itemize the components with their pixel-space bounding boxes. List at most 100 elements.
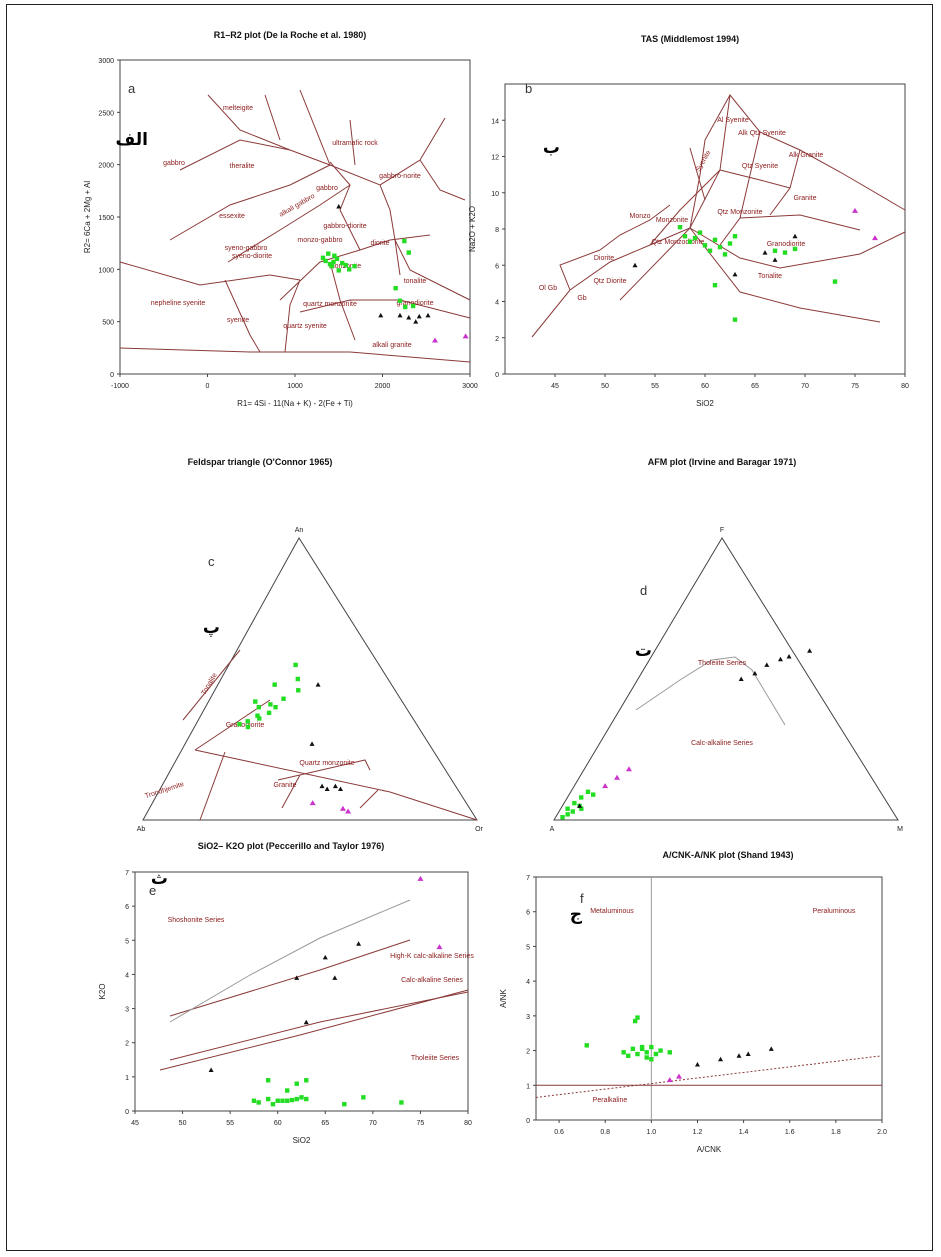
field-label-b: Monzonite: [656, 217, 688, 224]
field-boundary-a: [284, 279, 301, 353]
data-point-f: [635, 1051, 640, 1057]
data-point-b: [702, 243, 708, 248]
field-boundary-b: [619, 227, 691, 301]
field-label-a: gabbro: [163, 160, 185, 167]
field-boundary-a: [329, 261, 356, 341]
field-label-c: Trondhjemite: [144, 781, 185, 800]
persian-label-f: ج: [570, 905, 583, 925]
boundary-curve-d: [635, 656, 786, 726]
plot-area-e: [134, 871, 469, 1112]
data-point-a: [406, 314, 412, 320]
data-point-b: [727, 241, 733, 246]
data-point-f: [644, 1050, 649, 1055]
data-point-d: [625, 766, 632, 772]
corner-label-c: Ab: [137, 826, 146, 833]
data-point-c: [272, 682, 277, 687]
data-point-b: [682, 234, 688, 239]
data-point-e: [275, 1098, 280, 1103]
y-tick-label-a: 1000: [98, 267, 114, 274]
x-tick-label-e: 60: [274, 1120, 282, 1127]
field-boundary-a: [227, 184, 351, 263]
field-label-a: gabbro-norite: [379, 173, 421, 180]
data-point-a: [413, 319, 419, 324]
field-label-f: Peralkaline: [593, 1097, 628, 1104]
field-boundary-a: [119, 261, 301, 286]
y-tick-label-e: 7: [125, 870, 129, 877]
data-point-a: [331, 259, 336, 265]
data-point-b: [792, 233, 798, 239]
x-tick-label-f: 0.8: [600, 1129, 610, 1136]
data-point-d: [560, 814, 565, 820]
field-boundary-a: [379, 184, 401, 276]
data-point-b: [832, 279, 838, 284]
data-point-b: [632, 262, 638, 268]
chart-title-c: Feldspar triangle (O'Connor 1965): [188, 457, 333, 467]
data-point-d: [602, 783, 609, 789]
field-boundary-c: [199, 751, 226, 821]
y-axis-label-a: R2= 6Ca + 2Mg + Al: [83, 181, 92, 253]
figure-frame: [6, 4, 933, 1251]
data-point-a: [402, 238, 407, 244]
field-label-a: ultramafic rock: [332, 140, 378, 147]
field-boundary-c: [277, 759, 371, 781]
panel-letter-b: b: [525, 81, 532, 96]
data-point-b: [707, 248, 713, 253]
ternary-frame-d: [553, 537, 899, 821]
field-boundary-b: [531, 93, 906, 338]
data-point-d: [777, 656, 783, 662]
ternary-frame-c: [142, 537, 478, 821]
field-label-b: Diorite: [594, 255, 614, 262]
x-tick-label-a: 3000: [462, 383, 478, 390]
field-boundary-c: [194, 749, 478, 821]
data-point-f: [666, 1077, 673, 1083]
data-point-b: [852, 207, 858, 213]
data-point-e: [294, 1081, 299, 1086]
y-tick-label-a: 500: [102, 320, 114, 327]
persian-label-a: الف: [116, 130, 148, 150]
x-tick-label-b: 65: [751, 383, 759, 390]
plot-area-b: [504, 83, 906, 375]
field-label-b: Qtz Syenite: [742, 163, 778, 170]
field-boundary-b: [689, 147, 706, 201]
persian-label-d: ت: [635, 641, 652, 661]
data-point-c: [293, 662, 298, 668]
x-tick-label-f: 1.2: [693, 1129, 703, 1136]
y-tick-label-b: 8: [495, 227, 499, 234]
chart-title-e: SiO2– K2O plot (Peccerillo and Taylor 19…: [198, 841, 384, 851]
data-point-b: [872, 235, 878, 241]
y-tick-label-b: 4: [495, 300, 499, 307]
data-point-c: [255, 713, 260, 718]
persian-label-c: پ: [203, 618, 220, 638]
chart-title-a: R1–R2 plot (De la Roche et al. 1980): [214, 30, 367, 40]
data-point-e: [285, 1098, 290, 1103]
field-label-f: Peraluminous: [813, 908, 856, 915]
y-tick-label-a: 3000: [98, 58, 114, 65]
data-point-f: [736, 1053, 742, 1058]
data-point-f: [658, 1048, 663, 1053]
field-boundary-b: [719, 169, 791, 189]
y-tick-label-e: 0: [125, 1109, 129, 1116]
data-point-e: [251, 1098, 257, 1103]
data-point-a: [406, 250, 411, 255]
panel-letter-c: c: [208, 554, 215, 569]
chart-title-f: A/CNK-A/NK plot (Shand 1943): [662, 850, 793, 860]
field-label-d: Calc-alkaline Series: [691, 740, 753, 747]
corner-label-d: A: [550, 826, 555, 833]
x-tick-label-f: 1.4: [739, 1129, 749, 1136]
data-point-c: [345, 808, 352, 814]
data-point-b: [717, 244, 723, 250]
panel-letter-f: f: [580, 891, 584, 906]
x-tick-label-a: 2000: [375, 383, 391, 390]
corner-label-c: Or: [475, 826, 483, 833]
data-point-c: [245, 724, 251, 730]
data-point-c: [245, 719, 250, 724]
x-tick-label-e: 45: [131, 1120, 139, 1127]
data-point-e: [361, 1095, 366, 1100]
field-boundary-e: [169, 991, 469, 1061]
data-point-c: [237, 721, 242, 727]
data-point-b: [792, 246, 798, 252]
data-point-d: [807, 648, 813, 653]
data-point-c: [295, 676, 301, 682]
data-point-e: [289, 1097, 295, 1103]
x-tick-label-f: 1.8: [831, 1129, 841, 1136]
